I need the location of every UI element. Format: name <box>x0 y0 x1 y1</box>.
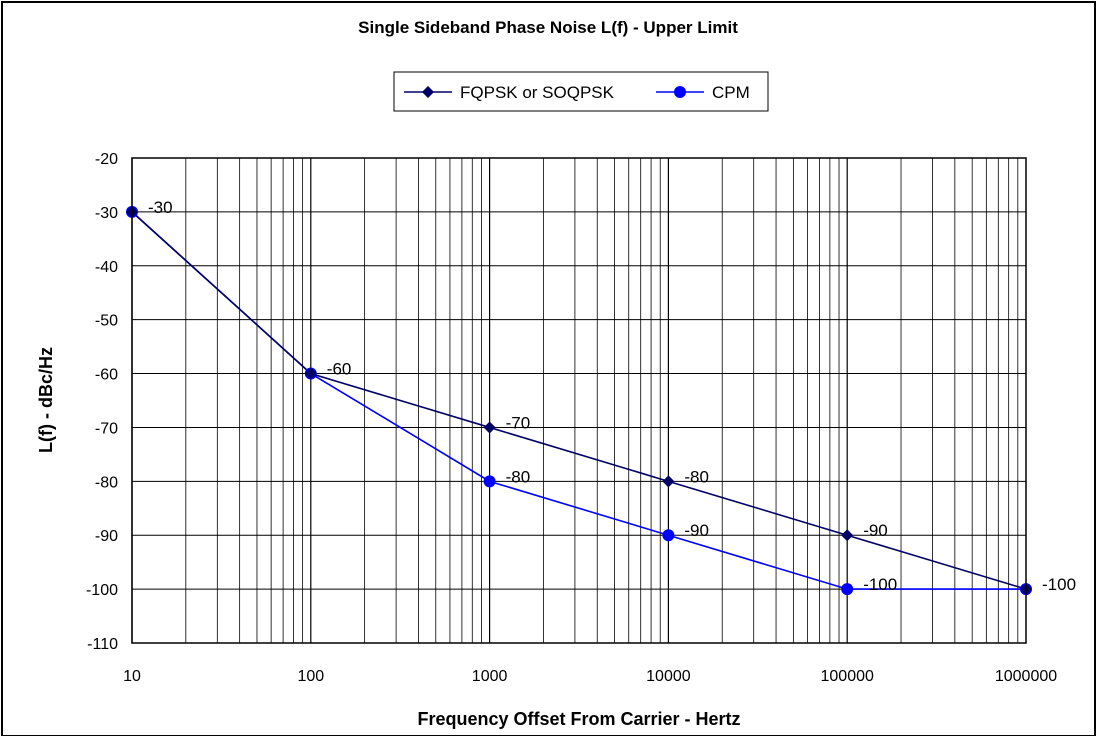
fqpsk-data-label: -60 <box>327 360 352 379</box>
x-axis-title: Frequency Offset From Carrier - Hertz <box>417 709 740 729</box>
chart-title: Single Sideband Phase Noise L(f) - Upper… <box>358 18 738 37</box>
x-tick-label: 1000 <box>472 668 508 685</box>
x-tick-label: 10000 <box>646 668 691 685</box>
legend-marker-cpm <box>674 86 686 98</box>
legend-marker-fqpsk <box>422 86 434 98</box>
x-tick-label: 10 <box>123 668 141 685</box>
y-tick-label: -90 <box>95 528 118 545</box>
plot-frame <box>131 157 1027 644</box>
y-tick-label: -20 <box>95 151 118 168</box>
y-tick-label: -80 <box>95 474 118 491</box>
fqpsk-data-label: -70 <box>506 413 531 432</box>
fqpsk-data-label: -30 <box>148 198 173 217</box>
data-labels: -80 -90 -100 -30 -60 -70 -80 -90 -100 <box>148 198 1076 594</box>
y-axis-ticks: -20 -30 -40 -50 -60 -70 -80 -90 -100 -110 <box>86 151 118 653</box>
x-tick-label: 100000 <box>821 668 874 685</box>
y-tick-label: -70 <box>95 420 118 437</box>
plot-area: -80 -90 -100 -30 -60 -70 -80 -90 -100 <box>126 157 1076 644</box>
cpm-data-label: -100 <box>863 575 897 594</box>
x-tick-label: 1000000 <box>995 668 1057 685</box>
x-axis-ticks: 10 100 1000 10000 100000 1000000 <box>123 668 1057 685</box>
y-tick-label: -100 <box>86 582 118 599</box>
fqpsk-point <box>304 367 317 380</box>
y-axis-title: L(f) - dBc/Hz <box>36 347 56 453</box>
fqpsk-point <box>841 529 854 542</box>
y-tick-label: -110 <box>87 636 118 653</box>
series-lines <box>131 211 1027 590</box>
legend-label-fqpsk: FQPSK or SOQPSK <box>460 83 615 102</box>
fqpsk-data-label: -100 <box>1042 575 1076 594</box>
y-tick-label: -60 <box>95 367 118 384</box>
y-tick-label: -40 <box>95 259 118 276</box>
cpm-point <box>841 583 854 596</box>
cpm-data-label: -80 <box>506 467 531 486</box>
cpm-point <box>483 475 496 488</box>
cpm-data-label: -90 <box>684 521 709 540</box>
legend-box <box>393 71 769 112</box>
fqpsk-point <box>483 421 496 434</box>
legend-label-cpm: CPM <box>712 83 750 102</box>
plot-background <box>132 158 1026 643</box>
fqpsk-data-label: -90 <box>863 521 888 540</box>
y-tick-label: -30 <box>95 205 118 222</box>
fqpsk-data-label: -80 <box>684 467 709 486</box>
fqpsk-point <box>662 475 675 488</box>
cpm-point <box>662 529 675 542</box>
legend: FQPSK or SOQPSK CPM <box>393 71 769 112</box>
x-tick-label: 100 <box>297 668 324 685</box>
y-tick-label: -50 <box>95 313 118 330</box>
series-line-fqpsk <box>131 211 1027 590</box>
